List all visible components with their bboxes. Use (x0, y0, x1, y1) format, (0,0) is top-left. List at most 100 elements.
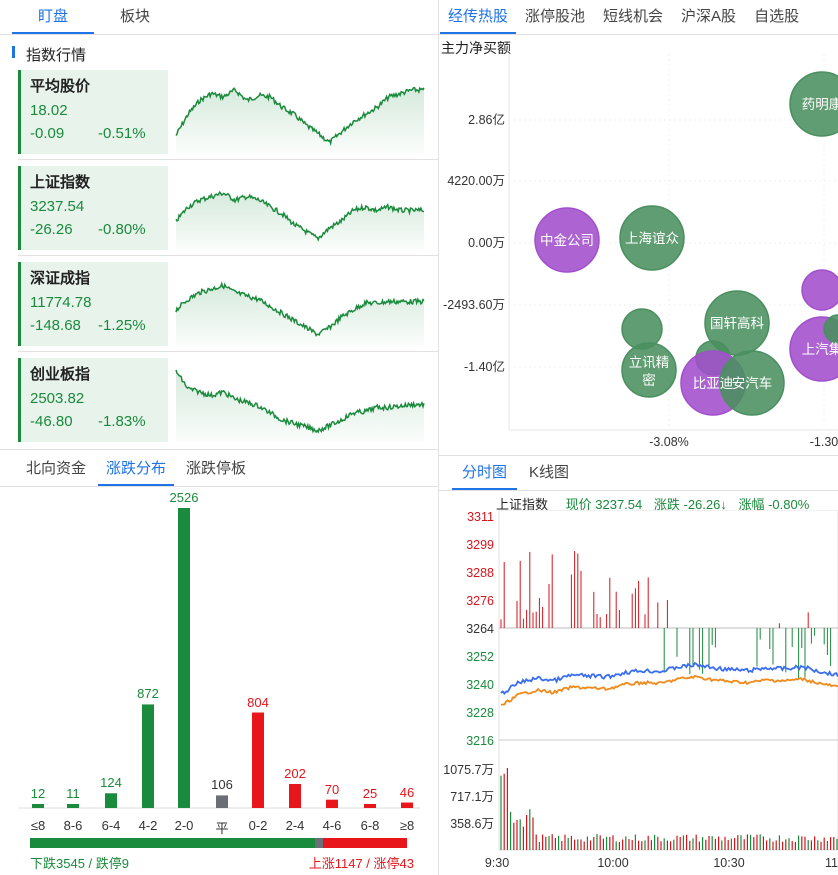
bubble-立讯精密 (621, 342, 677, 398)
intraday-header: 上证指数 现价 3237.54 涨跌 -26.26↓ 涨幅 -0.80% (496, 494, 809, 513)
intraday-y-tick: 3216 (466, 734, 494, 748)
intraday-volume-tick: 358.6万 (450, 817, 494, 831)
bubble-药明康 (789, 71, 838, 137)
dist-bar (142, 704, 154, 808)
intraday-index-name: 上证指数 (496, 497, 549, 512)
dist-bar-value: 124 (100, 775, 122, 791)
bubble-y-tick: -2493.60万 (443, 298, 505, 312)
tab-kline[interactable]: K线图 (529, 464, 570, 481)
intraday-y-tick: 3240 (466, 678, 494, 692)
intraday-time-tick: 10:00 (597, 856, 628, 870)
dist-category-label: 平 (215, 821, 229, 836)
dist-category-label: 6-8 (360, 818, 380, 833)
index-price: 11774.78 (30, 294, 92, 311)
dist-bar (105, 793, 117, 808)
dist-category-label: 6-4 (101, 818, 121, 833)
index-pct: -1.25% (98, 317, 146, 334)
sparkline-line (175, 190, 425, 242)
index-card-avg[interactable]: 平均股价 18.02 -0.09 -0.51% (18, 70, 168, 154)
dist-bar-value: 12 (30, 786, 46, 801)
index-name: 平均股价 (30, 78, 91, 95)
dist-bar-value: 804 (247, 694, 269, 710)
bubble-label: 上海谊众 (625, 231, 679, 246)
bubble-y-tick: -1.40亿 (464, 359, 505, 374)
sparkline-line (175, 281, 425, 337)
dist-bar (364, 804, 376, 808)
section-title: 指数行情 (26, 47, 87, 64)
dist-bar (67, 804, 79, 808)
bubble-chart: 2.86亿 4220.00万 0.00万 -2493.60万 -1.40亿 -3.08% -… (443, 54, 838, 449)
dist-category-label: 2-0 (174, 818, 194, 833)
bubble-label: 中金公司 (540, 233, 594, 248)
ratio-flat (315, 838, 323, 848)
dist-bar-value: 25 (362, 786, 378, 801)
intraday-y-tick: 3276 (466, 594, 494, 608)
index-name: 创业板指 (30, 366, 91, 383)
bubble-label: 密 (642, 372, 656, 388)
tab-a-shares[interactable]: 沪深A股 (681, 8, 737, 25)
intraday-volume-tick: 717.1万 (450, 790, 494, 804)
index-card-sz[interactable]: 深证成指 11774.78 -148.68 -1.25% (18, 262, 168, 346)
dist-bar-value: 202 (284, 766, 306, 781)
section-marker-icon (12, 46, 15, 58)
mini-chart-avg (175, 86, 425, 154)
down-summary: 下跌3545 / 跌停9 (30, 856, 129, 871)
dist-bar-value: 106 (211, 777, 233, 793)
tab-distribution[interactable]: 涨跌分布 (98, 452, 175, 486)
index-change: -26.26 (30, 221, 73, 238)
dist-category-label: 2-4 (285, 818, 305, 833)
index-pct: -1.83% (98, 413, 146, 430)
index-name: 上证指数 (30, 174, 91, 191)
index-pct: -0.80% (98, 221, 146, 238)
dist-bar-value: 2526 (169, 490, 199, 505)
index-card-sh[interactable]: 上证指数 3237.54 -26.26 -0.80% (18, 166, 168, 250)
index-price: 18.02 (30, 102, 68, 119)
bubble-label: 立讯精 (629, 355, 670, 370)
tab-intraday[interactable]: 分时图 (452, 456, 518, 490)
sparkline-line (175, 369, 425, 434)
bubble-unlabeled (823, 314, 838, 344)
tab-watchlist[interactable]: 自选股 (754, 8, 800, 25)
tab-watch[interactable]: 盯盘 (12, 0, 94, 34)
index-pct: -0.51% (98, 125, 146, 142)
ratio-down (30, 838, 316, 848)
bubble-title: 主力净买额 (441, 40, 511, 56)
dist-tabbar: 北向资金 涨跌分布 涨跌停板 (14, 452, 258, 486)
dist-bar-value: 70 (324, 781, 340, 797)
bubble-y-tick: 4220.00万 (447, 174, 505, 188)
intraday-time-tick: 9:30 (485, 856, 509, 870)
tab-sector[interactable]: 板块 (119, 8, 150, 25)
bubble-y-tick: 2.86亿 (468, 112, 505, 127)
intraday-volume-tick: 1075.7万 (443, 763, 494, 777)
intraday-change: 涨跌 -26.26↓ (653, 497, 727, 512)
index-card-cy[interactable]: 创业板指 2503.82 -46.80 -1.83% (18, 358, 168, 442)
index-price: 2503.82 (30, 390, 85, 407)
index-name: 深证成指 (30, 270, 91, 287)
intraday-y-tick: 3311 (467, 510, 494, 524)
tab-northbound[interactable]: 北向资金 (26, 460, 87, 477)
sparkline-area (176, 192, 424, 250)
intraday-y-tick: 3288 (466, 566, 494, 580)
intraday-time-tick: 11 (825, 856, 838, 870)
dist-bar (32, 804, 44, 808)
chart-tabbar: 分时图 K线图 (452, 456, 581, 490)
intraday-y-tick: 3252 (466, 650, 494, 664)
intraday-y-tick: 3228 (466, 706, 494, 720)
dist-bar-value: 46 (399, 784, 415, 800)
index-change: -0.09 (30, 125, 65, 142)
intraday-y-tick: 3264 (466, 622, 494, 636)
avg-price-line (500, 674, 838, 706)
tab-limit-pool[interactable]: 涨停股池 (525, 8, 586, 25)
tab-limit[interactable]: 涨跌停板 (186, 460, 247, 477)
dist-bar (326, 799, 338, 808)
bubble-unlabeled (801, 269, 838, 311)
dist-bar-value: 11 (66, 786, 80, 801)
intraday-pct: 涨幅 -0.80% (738, 497, 810, 512)
dist-category-label: 4-2 (138, 818, 158, 833)
tab-hot-stocks[interactable]: 经传热股 (440, 0, 517, 34)
intraday-time-tick: 10:30 (713, 856, 744, 870)
updown-ratio-bar (30, 838, 416, 848)
bubble-unlabeled (621, 308, 663, 350)
intraday-y-tick: 3299 (466, 538, 494, 552)
tab-short-term[interactable]: 短线机会 (603, 8, 664, 25)
